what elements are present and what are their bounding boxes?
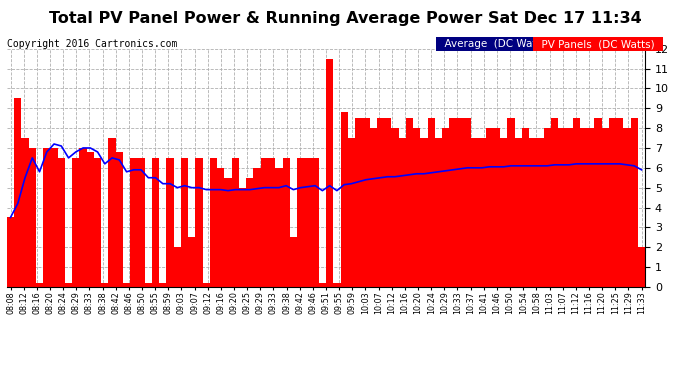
Bar (210, 158, 217, 287)
Bar (631, 118, 638, 287)
Bar (14, 98, 21, 287)
Bar (471, 138, 478, 287)
Bar (486, 128, 493, 287)
Bar (29, 148, 36, 287)
Bar (362, 118, 370, 287)
Bar (442, 128, 449, 287)
Bar (268, 158, 275, 287)
Bar (457, 118, 464, 287)
Bar (609, 118, 616, 287)
Bar (58, 158, 65, 287)
Bar (253, 168, 261, 287)
Bar (580, 128, 587, 287)
Bar (94, 158, 101, 287)
Bar (130, 158, 137, 287)
Bar (399, 138, 406, 287)
Bar (116, 152, 123, 287)
Bar (478, 138, 486, 287)
Text: Copyright 2016 Cartronics.com: Copyright 2016 Cartronics.com (7, 39, 177, 50)
Bar (203, 283, 210, 287)
Bar (355, 118, 362, 287)
Bar (348, 138, 355, 287)
Bar (319, 283, 326, 287)
Bar (304, 158, 311, 287)
Bar (594, 118, 602, 287)
Bar (36, 283, 43, 287)
Bar (108, 138, 116, 287)
Bar (181, 158, 188, 287)
Bar (224, 178, 232, 287)
Bar (529, 138, 536, 287)
Bar (282, 158, 290, 287)
Bar (261, 158, 268, 287)
Bar (341, 112, 348, 287)
Bar (522, 128, 529, 287)
Bar (188, 237, 195, 287)
Bar (435, 138, 442, 287)
Text: Total PV Panel Power & Running Average Power Sat Dec 17 11:34: Total PV Panel Power & Running Average P… (48, 11, 642, 26)
Bar (377, 118, 384, 287)
Bar (413, 128, 420, 287)
Bar (573, 118, 580, 287)
Bar (449, 118, 457, 287)
Bar (370, 128, 377, 287)
Bar (50, 148, 58, 287)
Bar (515, 138, 522, 287)
Bar (166, 158, 174, 287)
Bar (217, 168, 224, 287)
Bar (152, 158, 159, 287)
Bar (79, 148, 87, 287)
Bar (72, 158, 79, 287)
Bar (616, 118, 623, 287)
Text: PV Panels  (DC Watts): PV Panels (DC Watts) (535, 39, 661, 50)
Bar (159, 283, 166, 287)
Bar (420, 138, 428, 287)
Bar (464, 118, 471, 287)
Bar (195, 158, 203, 287)
Bar (7, 217, 14, 287)
Bar (602, 128, 609, 287)
Bar (43, 148, 50, 287)
Bar (87, 152, 94, 287)
Bar (311, 158, 319, 287)
Bar (558, 128, 565, 287)
Bar (544, 128, 551, 287)
Bar (391, 128, 399, 287)
Bar (137, 158, 145, 287)
Bar (174, 247, 181, 287)
Bar (587, 128, 594, 287)
Bar (275, 168, 282, 287)
Text: Average  (DC Watts): Average (DC Watts) (438, 39, 557, 50)
Bar (21, 138, 29, 287)
Bar (232, 158, 239, 287)
Bar (384, 118, 391, 287)
Bar (565, 128, 573, 287)
Bar (406, 118, 413, 287)
Bar (623, 128, 631, 287)
Bar (493, 128, 500, 287)
Bar (536, 138, 544, 287)
Bar (239, 188, 246, 287)
Bar (428, 118, 435, 287)
Bar (290, 237, 297, 287)
Bar (101, 283, 108, 287)
Bar (551, 118, 558, 287)
Bar (123, 283, 130, 287)
Bar (65, 283, 72, 287)
Bar (507, 118, 515, 287)
Bar (145, 283, 152, 287)
Bar (500, 138, 507, 287)
Bar (333, 283, 341, 287)
Bar (246, 178, 253, 287)
Bar (638, 247, 645, 287)
Bar (297, 158, 304, 287)
Bar (326, 58, 333, 287)
